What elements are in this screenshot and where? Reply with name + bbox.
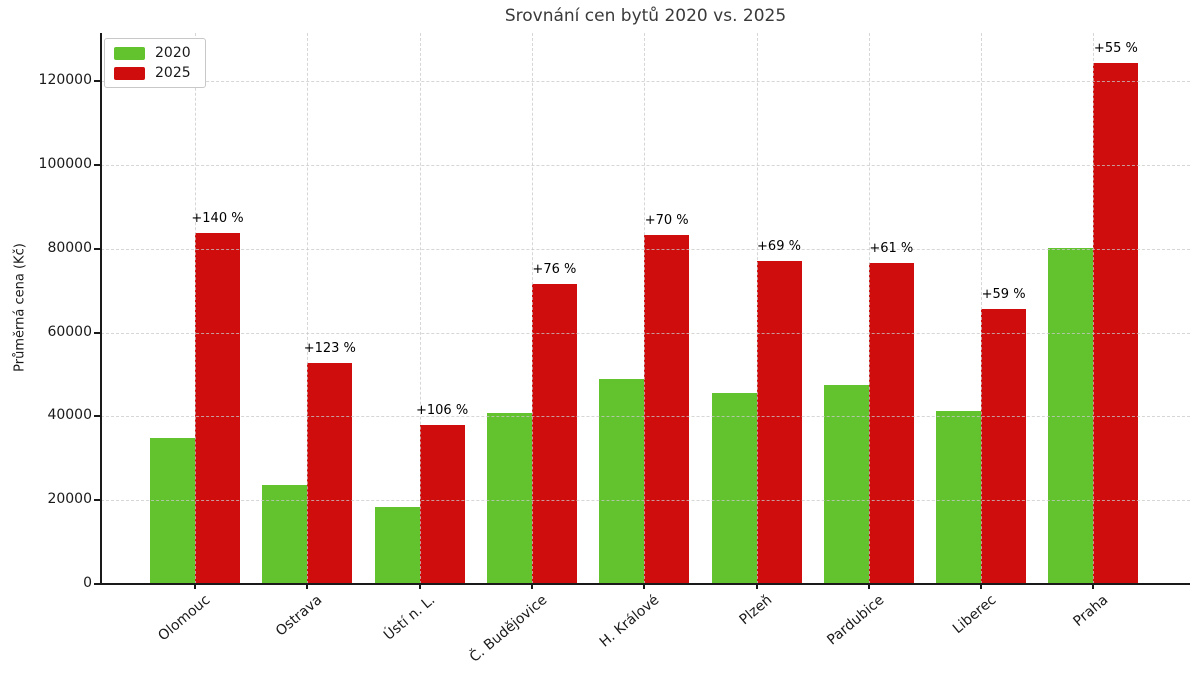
y-tick-mark bbox=[94, 415, 100, 418]
bar-2020-7 bbox=[936, 410, 982, 584]
x-tick-mark bbox=[755, 584, 758, 589]
chart-legend: 2020 2025 bbox=[104, 38, 206, 88]
x-tick-label: Olomouc bbox=[155, 592, 214, 645]
x-tick-mark bbox=[867, 584, 870, 589]
legend-entry-2025: 2025 bbox=[114, 66, 191, 80]
y-tick-mark bbox=[94, 80, 100, 83]
horizontal-gridline bbox=[101, 500, 1190, 502]
x-tick-label: Č. Budějovice bbox=[466, 592, 551, 666]
y-tick-mark bbox=[94, 499, 100, 502]
vertical-gridline bbox=[756, 33, 758, 584]
y-tick-label: 0 bbox=[83, 575, 92, 591]
pct-change-annotation: +70 % bbox=[644, 213, 689, 229]
bar-2020-2 bbox=[374, 506, 420, 584]
legend-swatch-2020 bbox=[114, 46, 145, 60]
vertical-gridline bbox=[419, 33, 421, 584]
plot-area: +140 % +123 % +106 % +76 % +70 % +69 % +61 % +5… bbox=[94, 33, 1190, 589]
bar-2020-8 bbox=[1048, 247, 1094, 584]
y-tick-mark bbox=[94, 331, 100, 334]
horizontal-gridline bbox=[101, 164, 1190, 166]
x-tick-label: Pardubice bbox=[824, 592, 888, 649]
y-tick-label: 20000 bbox=[47, 491, 92, 508]
y-tick-mark bbox=[94, 163, 100, 166]
pct-change-annotation: +140 % bbox=[191, 210, 244, 226]
vertical-gridline bbox=[868, 33, 870, 584]
bar-2025-3 bbox=[531, 283, 577, 584]
vertical-gridline bbox=[1093, 33, 1095, 584]
bar-2025-0 bbox=[195, 232, 240, 584]
x-tick-label: Ústí n. L. bbox=[380, 592, 438, 644]
y-tick-label: 40000 bbox=[47, 407, 92, 424]
x-tick-mark bbox=[643, 584, 646, 589]
x-tick-mark bbox=[530, 584, 533, 589]
bar-2020-4 bbox=[599, 379, 645, 584]
legend-entry-2020: 2020 bbox=[114, 46, 191, 60]
pct-change-annotation: +76 % bbox=[532, 261, 577, 277]
bar-2020-1 bbox=[262, 484, 308, 584]
bar-2025-4 bbox=[644, 235, 690, 584]
x-tick-label: Plzeň bbox=[736, 592, 775, 629]
vertical-gridline bbox=[531, 33, 533, 584]
y-tick-mark bbox=[94, 583, 100, 585]
bar-2025-7 bbox=[981, 308, 1027, 584]
vertical-gridline bbox=[195, 33, 196, 584]
vertical-gridline bbox=[644, 33, 646, 584]
pct-change-annotation: +69 % bbox=[757, 238, 801, 254]
y-tick-label: 60000 bbox=[47, 323, 92, 340]
horizontal-gridline bbox=[101, 248, 1190, 250]
pct-change-annotation: +55 % bbox=[1093, 41, 1138, 57]
bar-2025-8 bbox=[1093, 63, 1139, 584]
bar-2025-5 bbox=[756, 260, 802, 584]
x-tick-label: Liberec bbox=[950, 592, 1000, 638]
bar-2020-0 bbox=[150, 437, 195, 584]
x-tick-mark bbox=[980, 584, 983, 589]
x-tick-mark bbox=[1092, 584, 1095, 589]
pct-change-annotation: +123 % bbox=[303, 340, 356, 356]
vertical-gridline bbox=[981, 33, 983, 584]
legend-label-2020: 2020 bbox=[155, 45, 191, 61]
bar-2020-3 bbox=[486, 413, 532, 584]
y-tick-label: 100000 bbox=[38, 155, 92, 172]
x-tick-label: H. Králové bbox=[596, 592, 663, 651]
bar-2025-1 bbox=[307, 362, 353, 584]
y-axis-spine bbox=[100, 33, 102, 585]
x-tick-label: Ostrava bbox=[273, 592, 326, 640]
vertical-gridline bbox=[307, 33, 309, 584]
y-tick-label: 80000 bbox=[47, 239, 92, 256]
bar-2020-6 bbox=[823, 384, 869, 584]
y-tick-label: 120000 bbox=[38, 72, 92, 89]
bar-2020-5 bbox=[711, 392, 757, 584]
x-tick-label: Praha bbox=[1070, 592, 1112, 630]
x-tick-mark bbox=[306, 584, 309, 589]
x-tick-mark bbox=[418, 584, 421, 589]
horizontal-gridline bbox=[101, 332, 1190, 334]
chart-title: Srovnání cen bytů 2020 vs. 2025 bbox=[504, 6, 787, 26]
legend-swatch-2025 bbox=[114, 66, 145, 80]
bar-2025-6 bbox=[868, 263, 914, 584]
bar-2025-2 bbox=[419, 425, 465, 584]
horizontal-gridline bbox=[101, 416, 1190, 418]
horizontal-gridline bbox=[101, 81, 1190, 83]
pct-change-annotation: +61 % bbox=[869, 241, 914, 257]
pct-change-annotation: +106 % bbox=[415, 403, 469, 419]
x-tick-mark bbox=[194, 584, 196, 589]
legend-label-2025: 2025 bbox=[155, 65, 191, 81]
y-tick-mark bbox=[94, 247, 100, 250]
pct-change-annotation: +59 % bbox=[981, 286, 1026, 302]
